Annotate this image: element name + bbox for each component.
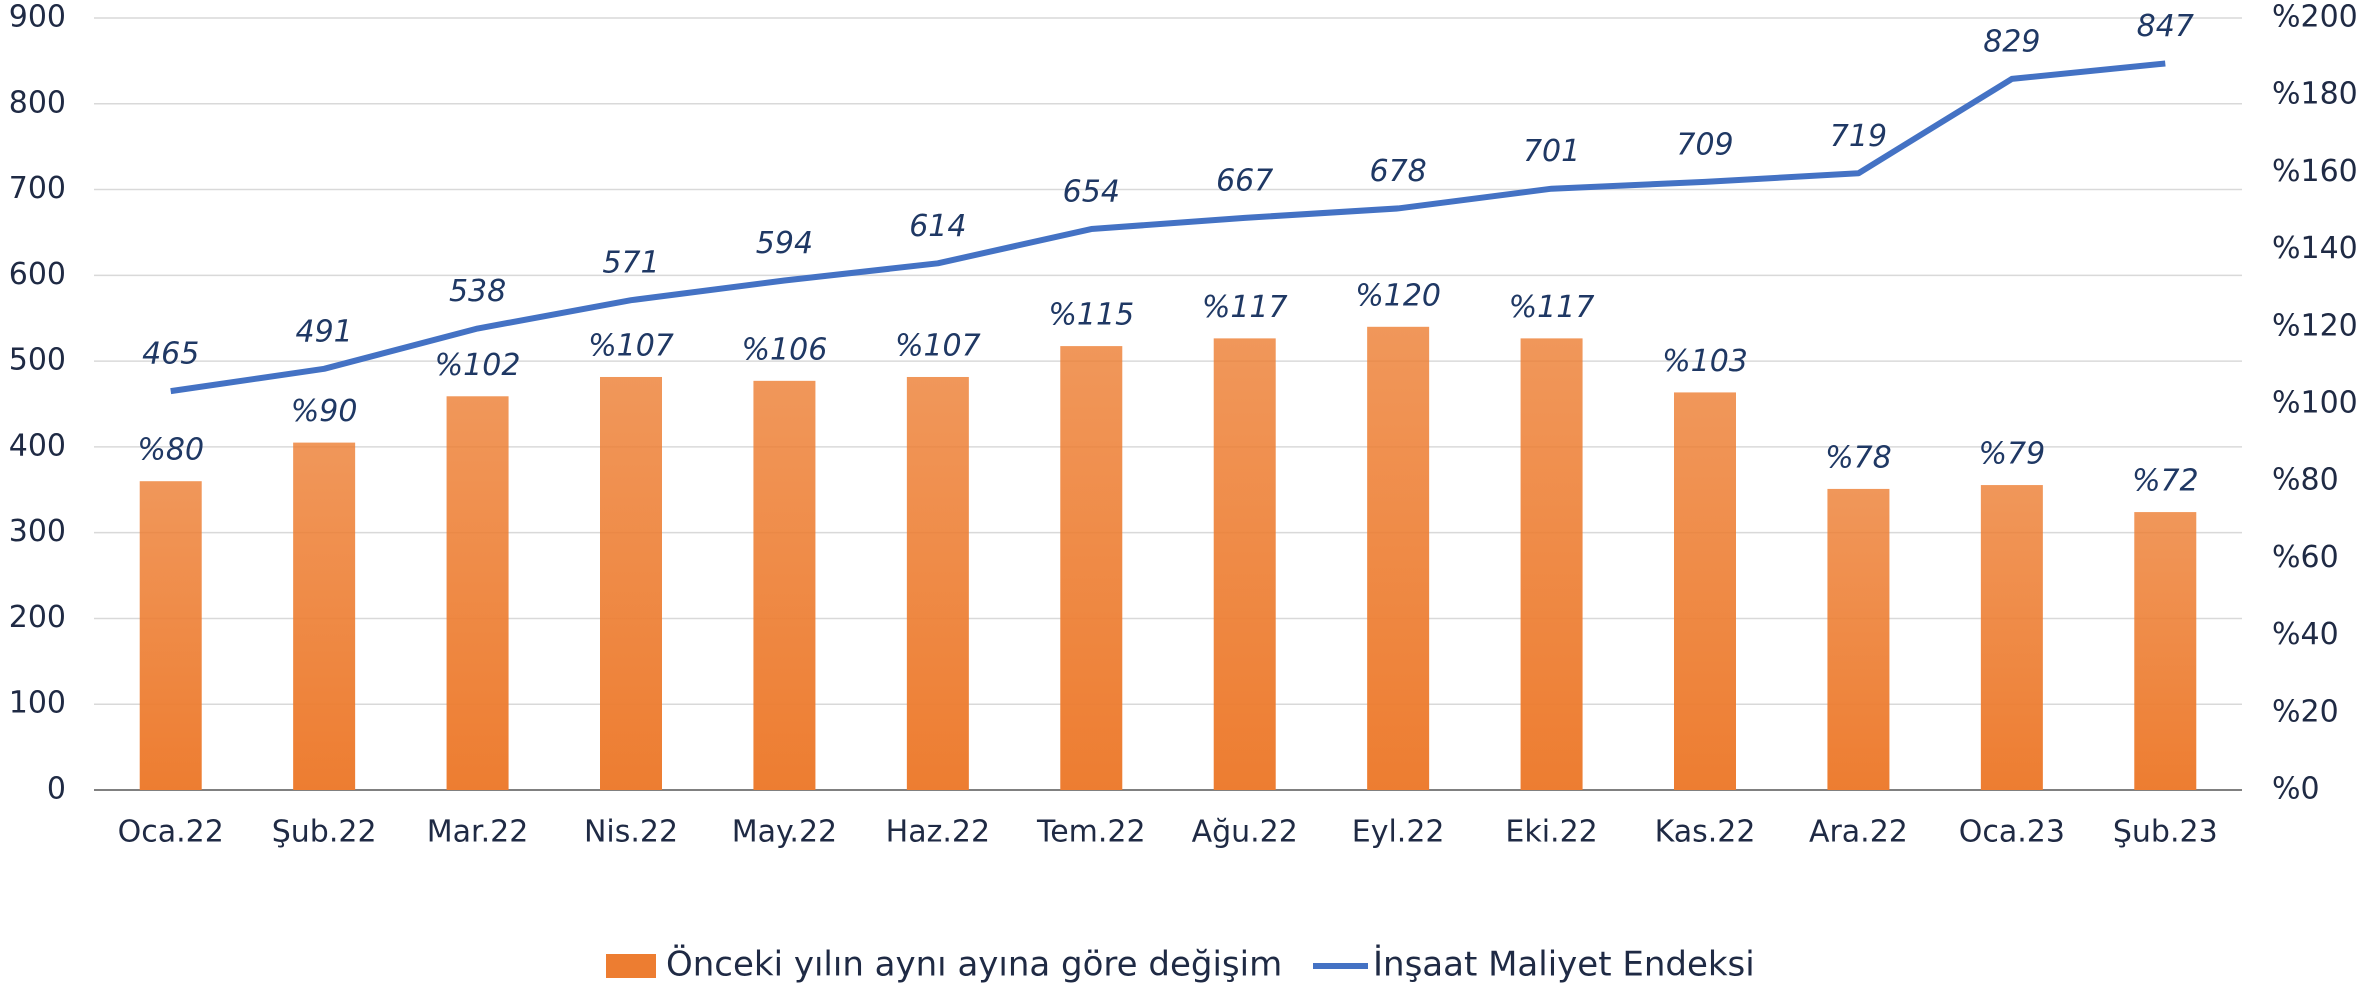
bar bbox=[1213, 338, 1276, 790]
line-value-label: 829 bbox=[1983, 24, 2040, 59]
bar-value-label: %120 bbox=[1355, 278, 1441, 313]
x-tick-label: Şub.22 bbox=[272, 815, 377, 850]
bar-value-label: %78 bbox=[1825, 440, 1892, 475]
bar-value-label: %107 bbox=[895, 328, 981, 363]
bar bbox=[293, 442, 356, 790]
line-value-label: 538 bbox=[449, 274, 506, 309]
y2-tick-label: %80 bbox=[2272, 463, 2339, 498]
bar-value-label: %103 bbox=[1662, 344, 1748, 379]
line-value-label: 465 bbox=[142, 337, 199, 372]
bar-value-label: %102 bbox=[435, 348, 521, 383]
x-tick-label: Nis.22 bbox=[584, 815, 678, 850]
y-tick-label: 200 bbox=[9, 600, 66, 635]
x-tick-label: Oca.23 bbox=[1959, 815, 2065, 850]
x-tick-label: Haz.22 bbox=[886, 815, 990, 850]
bar bbox=[753, 380, 816, 790]
line-value-label: 847 bbox=[2137, 9, 2194, 44]
x-tick-label: Mar.22 bbox=[427, 815, 529, 850]
y2-tick-label: %40 bbox=[2272, 617, 2339, 652]
x-tick-label: Kas.22 bbox=[1655, 815, 1756, 850]
legend-swatch bbox=[606, 954, 656, 978]
y-tick-label: 800 bbox=[9, 85, 66, 120]
y2-tick-label: %200 bbox=[2272, 0, 2358, 35]
bar bbox=[1060, 346, 1123, 790]
legend-label: İnşaat Maliyet Endeksi bbox=[1373, 945, 1755, 985]
bar-value-label: %90 bbox=[291, 394, 358, 429]
bar-value-label: %106 bbox=[742, 332, 828, 367]
y2-tick-label: %120 bbox=[2272, 308, 2358, 343]
bar bbox=[1827, 488, 1890, 790]
bar bbox=[446, 396, 509, 790]
y-tick-label: 100 bbox=[9, 686, 66, 721]
line-value-label: 571 bbox=[602, 246, 659, 281]
y2-tick-label: %60 bbox=[2272, 540, 2339, 575]
bar-value-label: %80 bbox=[137, 433, 204, 468]
y2-tick-label: %180 bbox=[2272, 77, 2358, 112]
y-tick-label: 500 bbox=[9, 343, 66, 378]
x-tick-label: Eki.22 bbox=[1505, 815, 1597, 850]
legend-label: Önceki yılın aynı ayına göre değişim bbox=[666, 944, 1282, 985]
y-tick-label: 900 bbox=[9, 0, 66, 35]
y2-tick-label: %160 bbox=[2272, 154, 2358, 189]
bar bbox=[1520, 338, 1583, 790]
bar-value-label: %117 bbox=[1509, 290, 1595, 325]
bar bbox=[139, 481, 202, 790]
line-value-label: 678 bbox=[1370, 154, 1427, 189]
y-tick-label: 400 bbox=[9, 428, 66, 463]
y-tick-label: 700 bbox=[9, 171, 66, 206]
x-tick-label: Oca.22 bbox=[118, 815, 224, 850]
y2-tick-label: %140 bbox=[2272, 231, 2358, 266]
y-tick-label: 600 bbox=[9, 257, 66, 292]
y-tick-label: 0 bbox=[47, 772, 66, 807]
bar bbox=[2134, 512, 2197, 790]
bar-value-label: %72 bbox=[2132, 464, 2199, 499]
x-tick-label: Eyl.22 bbox=[1352, 815, 1445, 850]
line-value-label: 614 bbox=[909, 209, 966, 244]
bar bbox=[1674, 392, 1736, 790]
bar bbox=[906, 376, 969, 790]
bar-value-label: %117 bbox=[1202, 290, 1288, 325]
line-value-label: 594 bbox=[756, 226, 813, 261]
y-tick-label: 300 bbox=[9, 514, 66, 549]
bar bbox=[600, 376, 662, 790]
y2-tick-label: %0 bbox=[2272, 772, 2320, 807]
line-value-label: 491 bbox=[296, 314, 353, 349]
line-value-label: 654 bbox=[1063, 175, 1120, 210]
line-value-label: 701 bbox=[1523, 134, 1580, 169]
line-value-label: 719 bbox=[1830, 119, 1887, 154]
bar bbox=[1367, 326, 1430, 790]
bar-value-label: %107 bbox=[588, 328, 674, 363]
x-tick-label: Ağu.22 bbox=[1192, 815, 1298, 850]
y2-tick-label: %100 bbox=[2272, 386, 2358, 421]
line-value-label: 709 bbox=[1676, 127, 1733, 162]
x-tick-label: Şub.23 bbox=[2113, 815, 2218, 850]
bar-value-label: %79 bbox=[1979, 437, 2046, 472]
line-value-label: 667 bbox=[1216, 163, 1273, 198]
x-tick-label: May.22 bbox=[732, 815, 837, 850]
line bbox=[170, 60, 2166, 395]
bar-value-label: %115 bbox=[1048, 298, 1134, 333]
x-tick-label: Tem.22 bbox=[1036, 815, 1146, 850]
bar bbox=[1980, 485, 2043, 790]
y2-tick-label: %20 bbox=[2272, 694, 2339, 729]
x-tick-label: Ara.22 bbox=[1809, 815, 1908, 850]
